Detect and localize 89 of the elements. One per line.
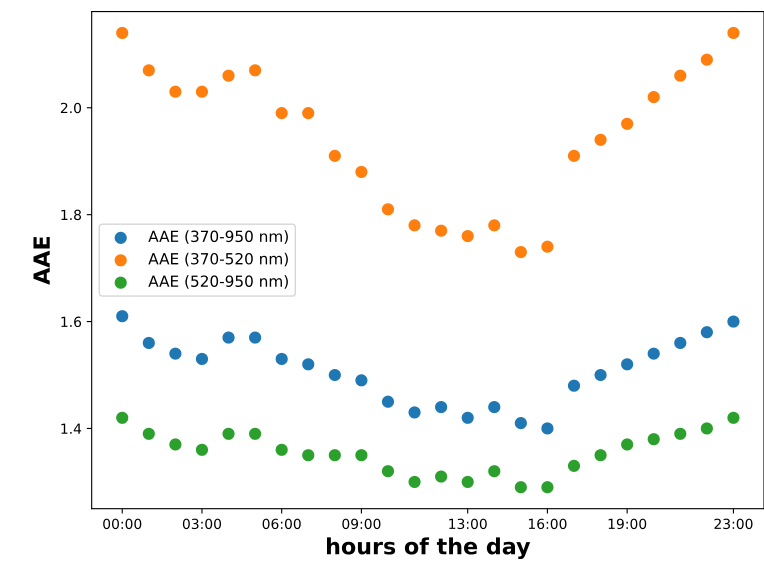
point [116,26,128,40]
x-tick-label: 06:00 [262,518,301,530]
point [488,219,500,232]
x-tick-label: 19:00 [608,518,646,530]
point [382,465,394,478]
point [594,368,607,382]
point [594,449,607,462]
point [700,422,713,435]
point [355,374,368,386]
point [674,428,686,440]
point [302,358,314,370]
point [302,107,314,120]
point [462,230,474,242]
point [196,352,208,366]
point [435,401,448,414]
point [142,64,155,76]
point [648,348,660,360]
y-tick-label: 1.4 [61,424,82,434]
point [116,412,128,424]
point [408,476,421,488]
x-axis-title: hours of the day [326,537,530,560]
x-tick-label: 03:00 [182,518,222,530]
point [700,326,713,338]
x-tick-label: 23:00 [714,518,753,530]
y-tick-label: 1.8 [61,210,82,220]
point [328,150,341,162]
point [435,224,448,237]
point [514,417,527,430]
point [382,396,394,408]
legend-label: AAE (370-950 nm) [148,230,288,244]
y-tick-label: 1.6 [61,316,82,328]
point [568,460,580,472]
x-tick-label: 16:00 [528,518,567,530]
point [648,91,660,104]
point [328,449,341,462]
point [541,481,554,494]
point [222,332,235,344]
point [142,336,155,350]
x-tick-label: 13:00 [449,518,487,530]
point [169,438,182,451]
point [408,406,421,419]
point [700,54,713,66]
point [142,428,155,440]
point [462,476,474,488]
point [541,240,554,253]
point [727,26,740,40]
point [514,246,527,258]
point [355,449,368,462]
point [727,412,740,424]
point [488,401,500,414]
point [249,64,262,76]
point [568,150,580,162]
point [435,470,448,483]
point [568,380,580,392]
point [488,465,500,478]
point [276,107,288,120]
legend-label: AAE (520-950 nm) [148,275,288,289]
point [196,444,208,456]
point [674,70,686,82]
point [648,433,660,446]
point [276,352,288,366]
x-tick-label: 09:00 [342,518,380,530]
point [462,412,474,424]
point [514,481,527,494]
point [249,332,262,344]
point [727,315,740,328]
legend-label: AAE (370-520 nm) [148,252,288,266]
point [541,422,554,435]
point [621,118,634,130]
point [169,86,182,98]
point [621,438,634,451]
point [674,336,686,350]
point [249,428,262,440]
point [116,310,128,322]
y-axis-title: AAE [33,236,50,285]
point [328,368,341,382]
point [382,203,394,216]
point [302,449,314,462]
point [222,70,235,82]
point [408,219,421,232]
point [621,358,634,370]
y-tick-label: 2.0 [60,102,82,114]
point [169,348,182,360]
point [196,86,208,98]
point [222,428,235,440]
point [355,166,368,178]
point [276,444,288,456]
x-tick-label: 00:00 [103,518,142,530]
point [594,134,607,146]
